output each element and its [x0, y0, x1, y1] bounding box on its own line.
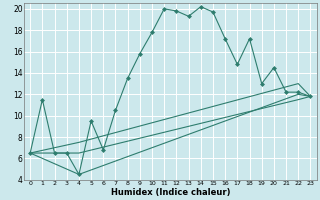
X-axis label: Humidex (Indice chaleur): Humidex (Indice chaleur) [110, 188, 230, 197]
